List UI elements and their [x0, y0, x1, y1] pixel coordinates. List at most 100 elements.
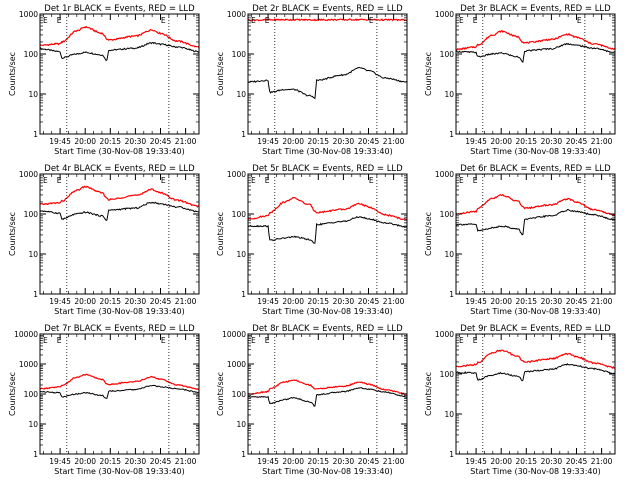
- y-tick-label: 1: [241, 290, 246, 299]
- panel-title: Det 6r BLACK = Events, RED = LLD: [460, 164, 611, 174]
- lld-series-line: [247, 379, 408, 396]
- x-tick-label: 20:30: [125, 297, 147, 306]
- x-tick-label: 21:00: [591, 457, 613, 466]
- y-tick-label: 1: [241, 450, 246, 459]
- marker-label: E: [57, 336, 62, 345]
- lld-series-line: [247, 197, 408, 221]
- plot-frame: [39, 13, 200, 135]
- y-tick-label: 1: [241, 130, 246, 139]
- plot-frame: [455, 13, 616, 135]
- events-series-line: [247, 216, 408, 244]
- marker-label: E: [369, 176, 374, 185]
- y-tick-label: 100: [24, 210, 39, 219]
- panel-title: Det 3r BLACK = Events, RED = LLD: [460, 4, 611, 14]
- marker-label: E: [577, 176, 582, 185]
- x-tick-label: 20:45: [358, 137, 380, 146]
- x-tick-label: 20:30: [125, 137, 147, 146]
- y-axis-label: Counts/sec: [216, 52, 225, 96]
- y-tick-label: 100: [24, 50, 39, 59]
- plot-frame: [247, 173, 408, 295]
- x-axis-label: Start Time (30-Nov-08 19:33:40): [262, 467, 392, 476]
- marker-label: E: [265, 16, 270, 25]
- x-tick-label: 20:15: [99, 297, 121, 306]
- marker-label: E: [459, 16, 464, 25]
- x-axis-label: Start Time (30-Nov-08 19:33:40): [470, 467, 600, 476]
- marker-label: E: [57, 176, 62, 185]
- y-tick-label: 10000: [14, 330, 38, 339]
- y-axis-label: Counts/sec: [216, 212, 225, 256]
- x-tick-label: 21:00: [383, 297, 405, 306]
- y-tick-label: 1: [449, 290, 454, 299]
- y-tick-label: 1: [33, 290, 38, 299]
- y-tick-label: 10000: [222, 330, 246, 339]
- y-tick-label: 1: [449, 130, 454, 139]
- x-tick-label: 19:45: [465, 457, 487, 466]
- marker-label: E: [161, 16, 166, 25]
- y-tick-label: 100: [24, 390, 39, 399]
- x-tick-label: 21:00: [383, 457, 405, 466]
- plot-frame: [39, 173, 200, 295]
- x-tick-label: 21:00: [175, 297, 197, 306]
- y-tick-label: 1000: [435, 170, 454, 179]
- y-tick-label: 100: [440, 210, 455, 219]
- x-tick-label: 20:00: [74, 457, 96, 466]
- events-series-line: [247, 66, 408, 100]
- x-tick-label: 19:45: [257, 137, 279, 146]
- panel-title: Det 5r BLACK = Events, RED = LLD: [252, 164, 403, 174]
- x-tick-label: 20:30: [541, 297, 563, 306]
- y-tick-label: 100: [232, 390, 247, 399]
- x-tick-label: 19:45: [49, 137, 71, 146]
- x-tick-label: 20:15: [515, 297, 537, 306]
- marker-label: E: [43, 336, 48, 345]
- marker-label: E: [43, 176, 48, 185]
- x-tick-label: 20:45: [566, 137, 588, 146]
- x-tick-label: 20:00: [282, 297, 304, 306]
- x-tick-label: 20:45: [358, 457, 380, 466]
- panel-title: Det 8r BLACK = Events, RED = LLD: [252, 324, 403, 334]
- events-series-line: [39, 201, 200, 222]
- y-tick-label: 1000: [19, 360, 38, 369]
- marker-label: E: [473, 336, 478, 345]
- lld-series-line: [39, 373, 200, 391]
- x-tick-label: 20:15: [515, 137, 537, 146]
- y-tick-label: 10: [28, 420, 38, 429]
- marker-label: E: [369, 16, 374, 25]
- marker-label: E: [459, 176, 464, 185]
- marker-label: E: [57, 16, 62, 25]
- marker-label: E: [369, 336, 374, 345]
- x-tick-label: 20:00: [490, 297, 512, 306]
- x-tick-label: 20:45: [566, 297, 588, 306]
- panel-title: Det 9r BLACK = Events, RED = LLD: [460, 324, 611, 334]
- events-series-line: [455, 362, 616, 382]
- x-tick-label: 21:00: [175, 137, 197, 146]
- x-axis-label: Start Time (30-Nov-08 19:33:40): [262, 307, 392, 316]
- y-tick-label: 1000: [227, 360, 246, 369]
- marker-label: E: [161, 176, 166, 185]
- x-tick-label: 20:45: [358, 297, 380, 306]
- panel-title: Det 7r BLACK = Events, RED = LLD: [44, 324, 195, 334]
- x-tick-label: 20:45: [150, 137, 172, 146]
- y-tick-label: 1: [449, 450, 454, 459]
- events-series-line: [39, 41, 200, 62]
- lld-series-line: [39, 185, 200, 208]
- x-tick-label: 21:00: [175, 457, 197, 466]
- panel-title: Det 4r BLACK = Events, RED = LLD: [44, 164, 195, 174]
- y-tick-label: 1000: [19, 10, 38, 19]
- events-series-line: [39, 384, 200, 399]
- marker-label: E: [43, 16, 48, 25]
- x-tick-label: 20:30: [541, 457, 563, 466]
- x-tick-label: 20:00: [490, 457, 512, 466]
- x-tick-label: 19:45: [257, 457, 279, 466]
- y-tick-label: 1000: [19, 170, 38, 179]
- panel-title: Det 2r BLACK = Events, RED = LLD: [252, 4, 403, 14]
- y-tick-label: 1000: [435, 10, 454, 19]
- lld-series-line: [247, 18, 408, 22]
- x-tick-label: 20:00: [282, 457, 304, 466]
- y-tick-label: 1000: [435, 330, 454, 339]
- y-tick-label: 10: [28, 250, 38, 259]
